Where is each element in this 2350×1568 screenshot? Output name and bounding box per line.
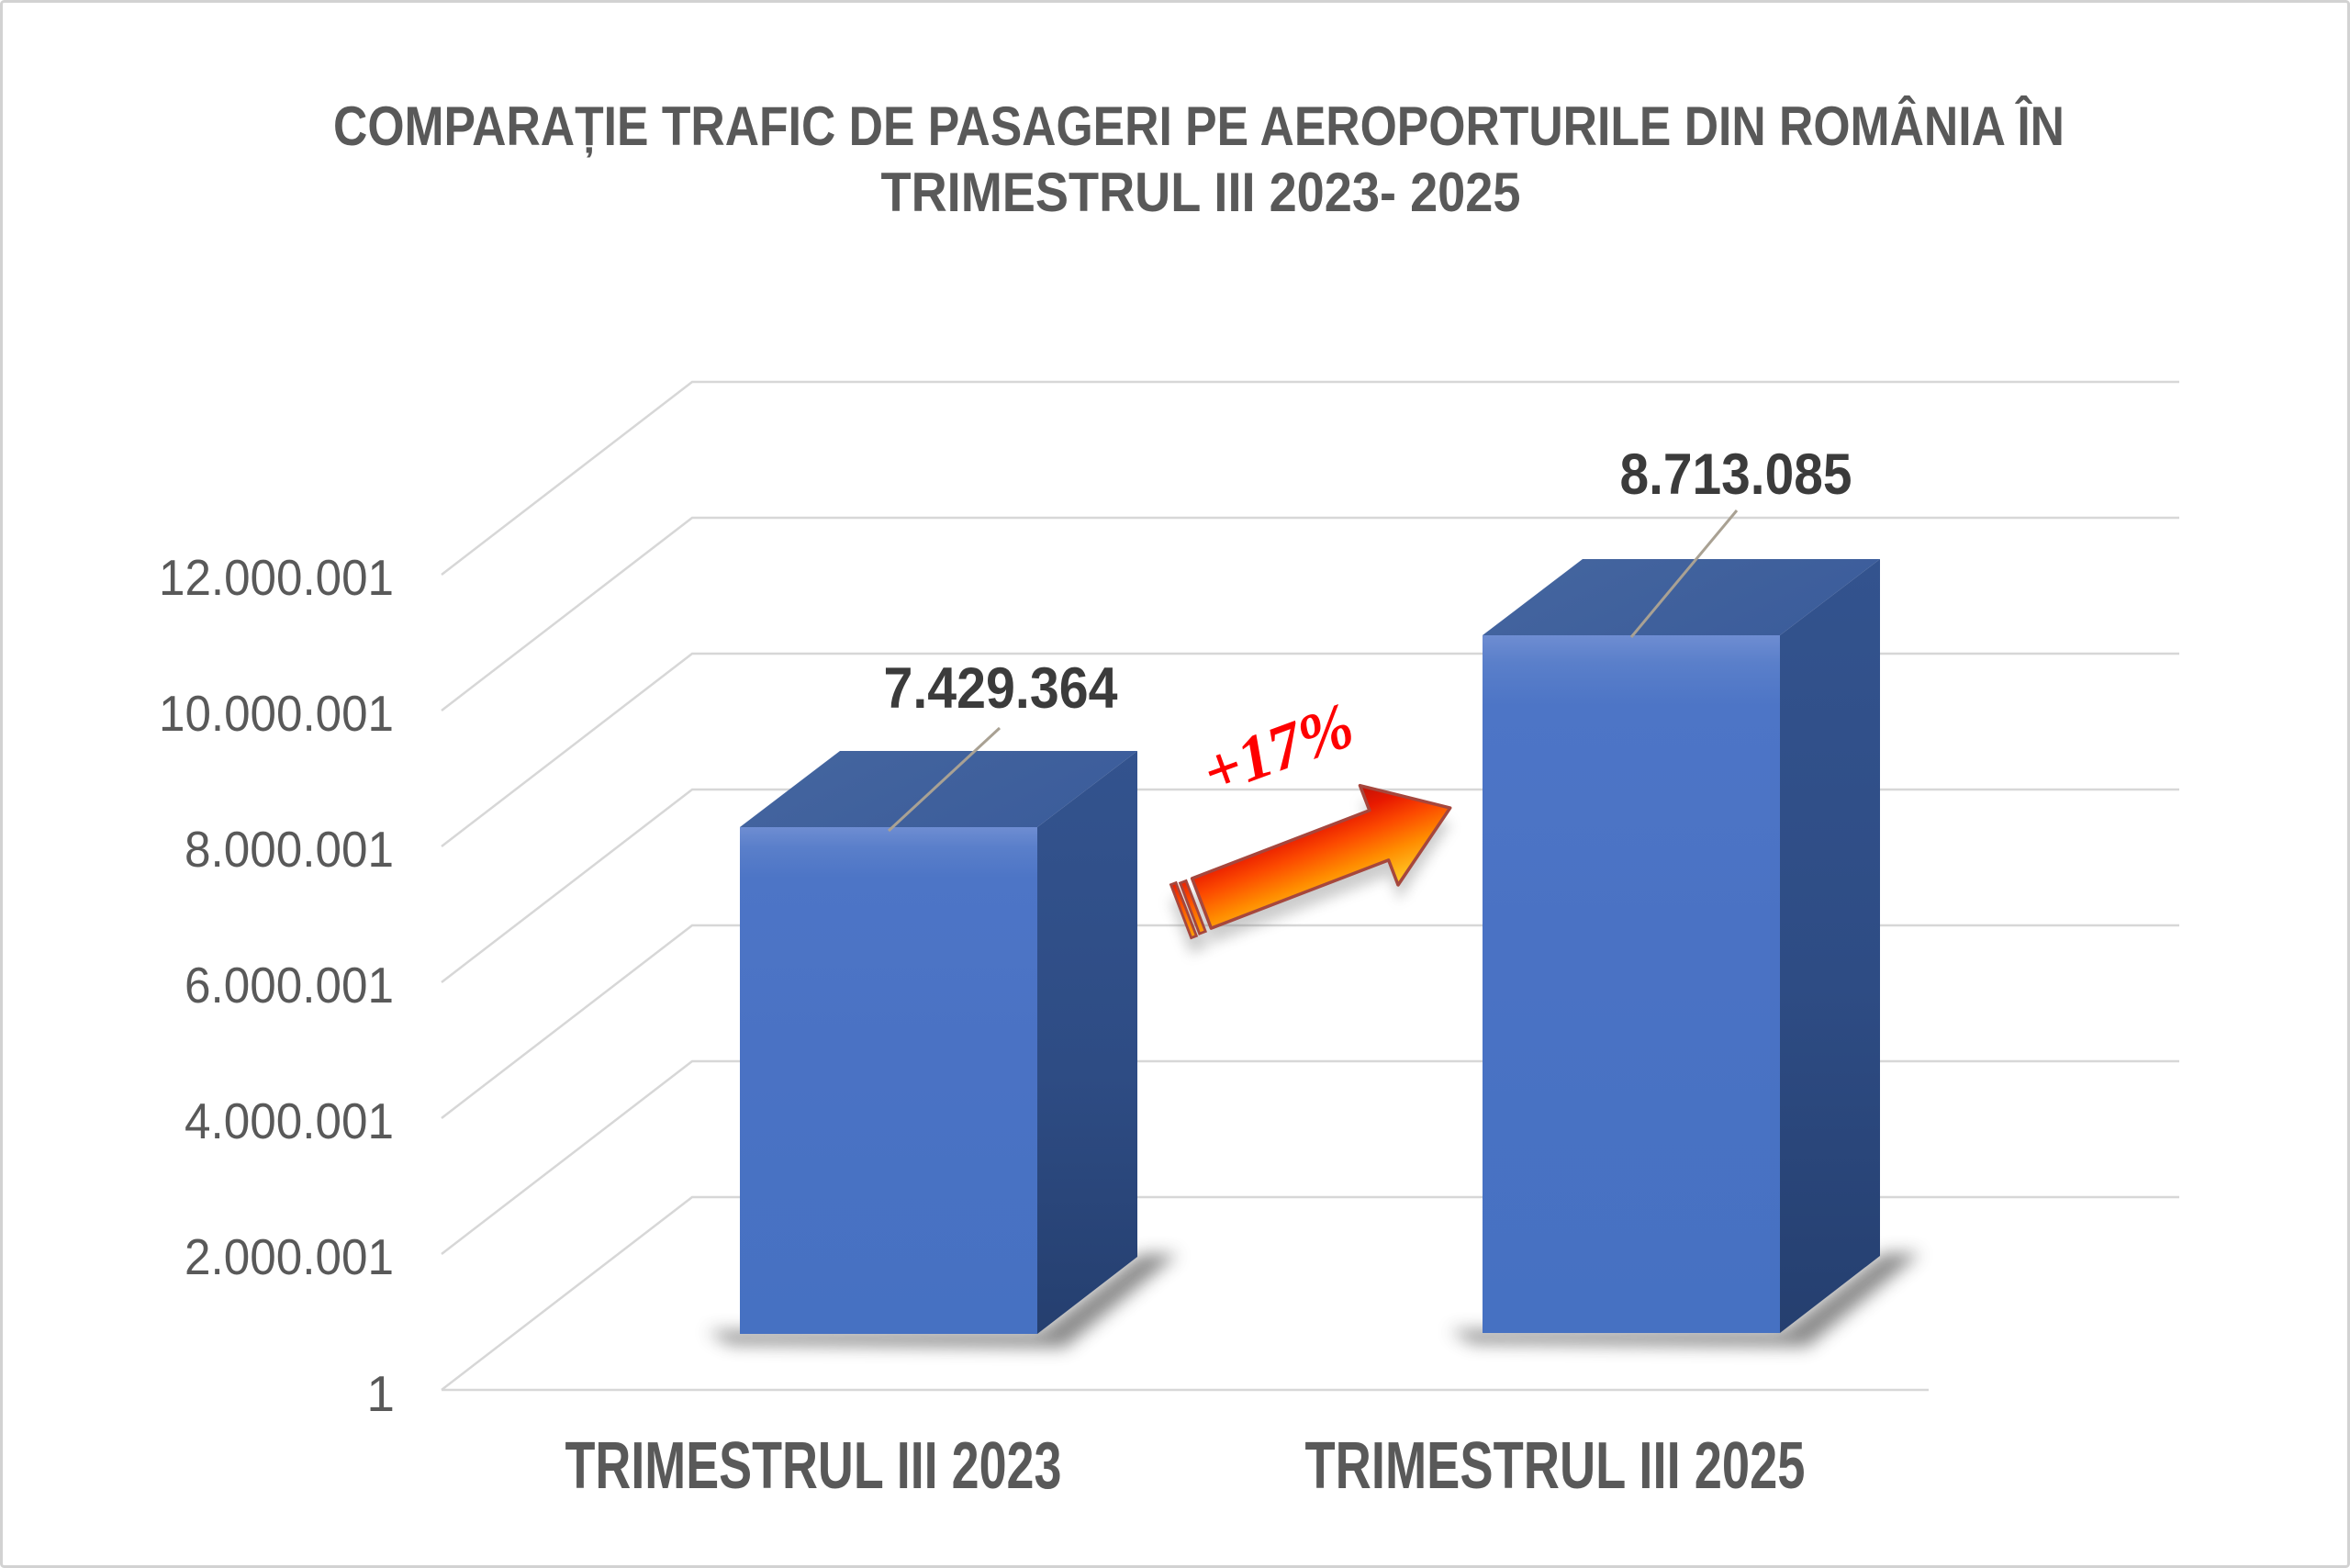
svg-text:TRIMESTRUL III 2023: TRIMESTRUL III 2023 [565, 1429, 1062, 1503]
svg-text:6.000.001: 6.000.001 [185, 957, 394, 1014]
svg-text:TRIMESTRUL III 2025: TRIMESTRUL III 2025 [1305, 1429, 1806, 1503]
svg-text:COMPARAȚIE TRAFIC DE PASAGERI: COMPARAȚIE TRAFIC DE PASAGERI PE AEROPOR… [333, 95, 2065, 157]
svg-text:7.429.364: 7.429.364 [884, 656, 1118, 721]
svg-text:12.000.001: 12.000.001 [159, 549, 394, 606]
svg-text:1: 1 [366, 1365, 395, 1422]
svg-text:8.713.085: 8.713.085 [1620, 442, 1852, 507]
svg-text:10.000.001: 10.000.001 [159, 685, 394, 742]
svg-text:4.000.001: 4.000.001 [185, 1092, 394, 1149]
svg-text:8.000.001: 8.000.001 [185, 821, 394, 878]
svg-text:TRIMESTRUL III 2023- 2025: TRIMESTRUL III 2023- 2025 [881, 162, 1521, 223]
svg-text:2.000.001: 2.000.001 [185, 1228, 394, 1285]
